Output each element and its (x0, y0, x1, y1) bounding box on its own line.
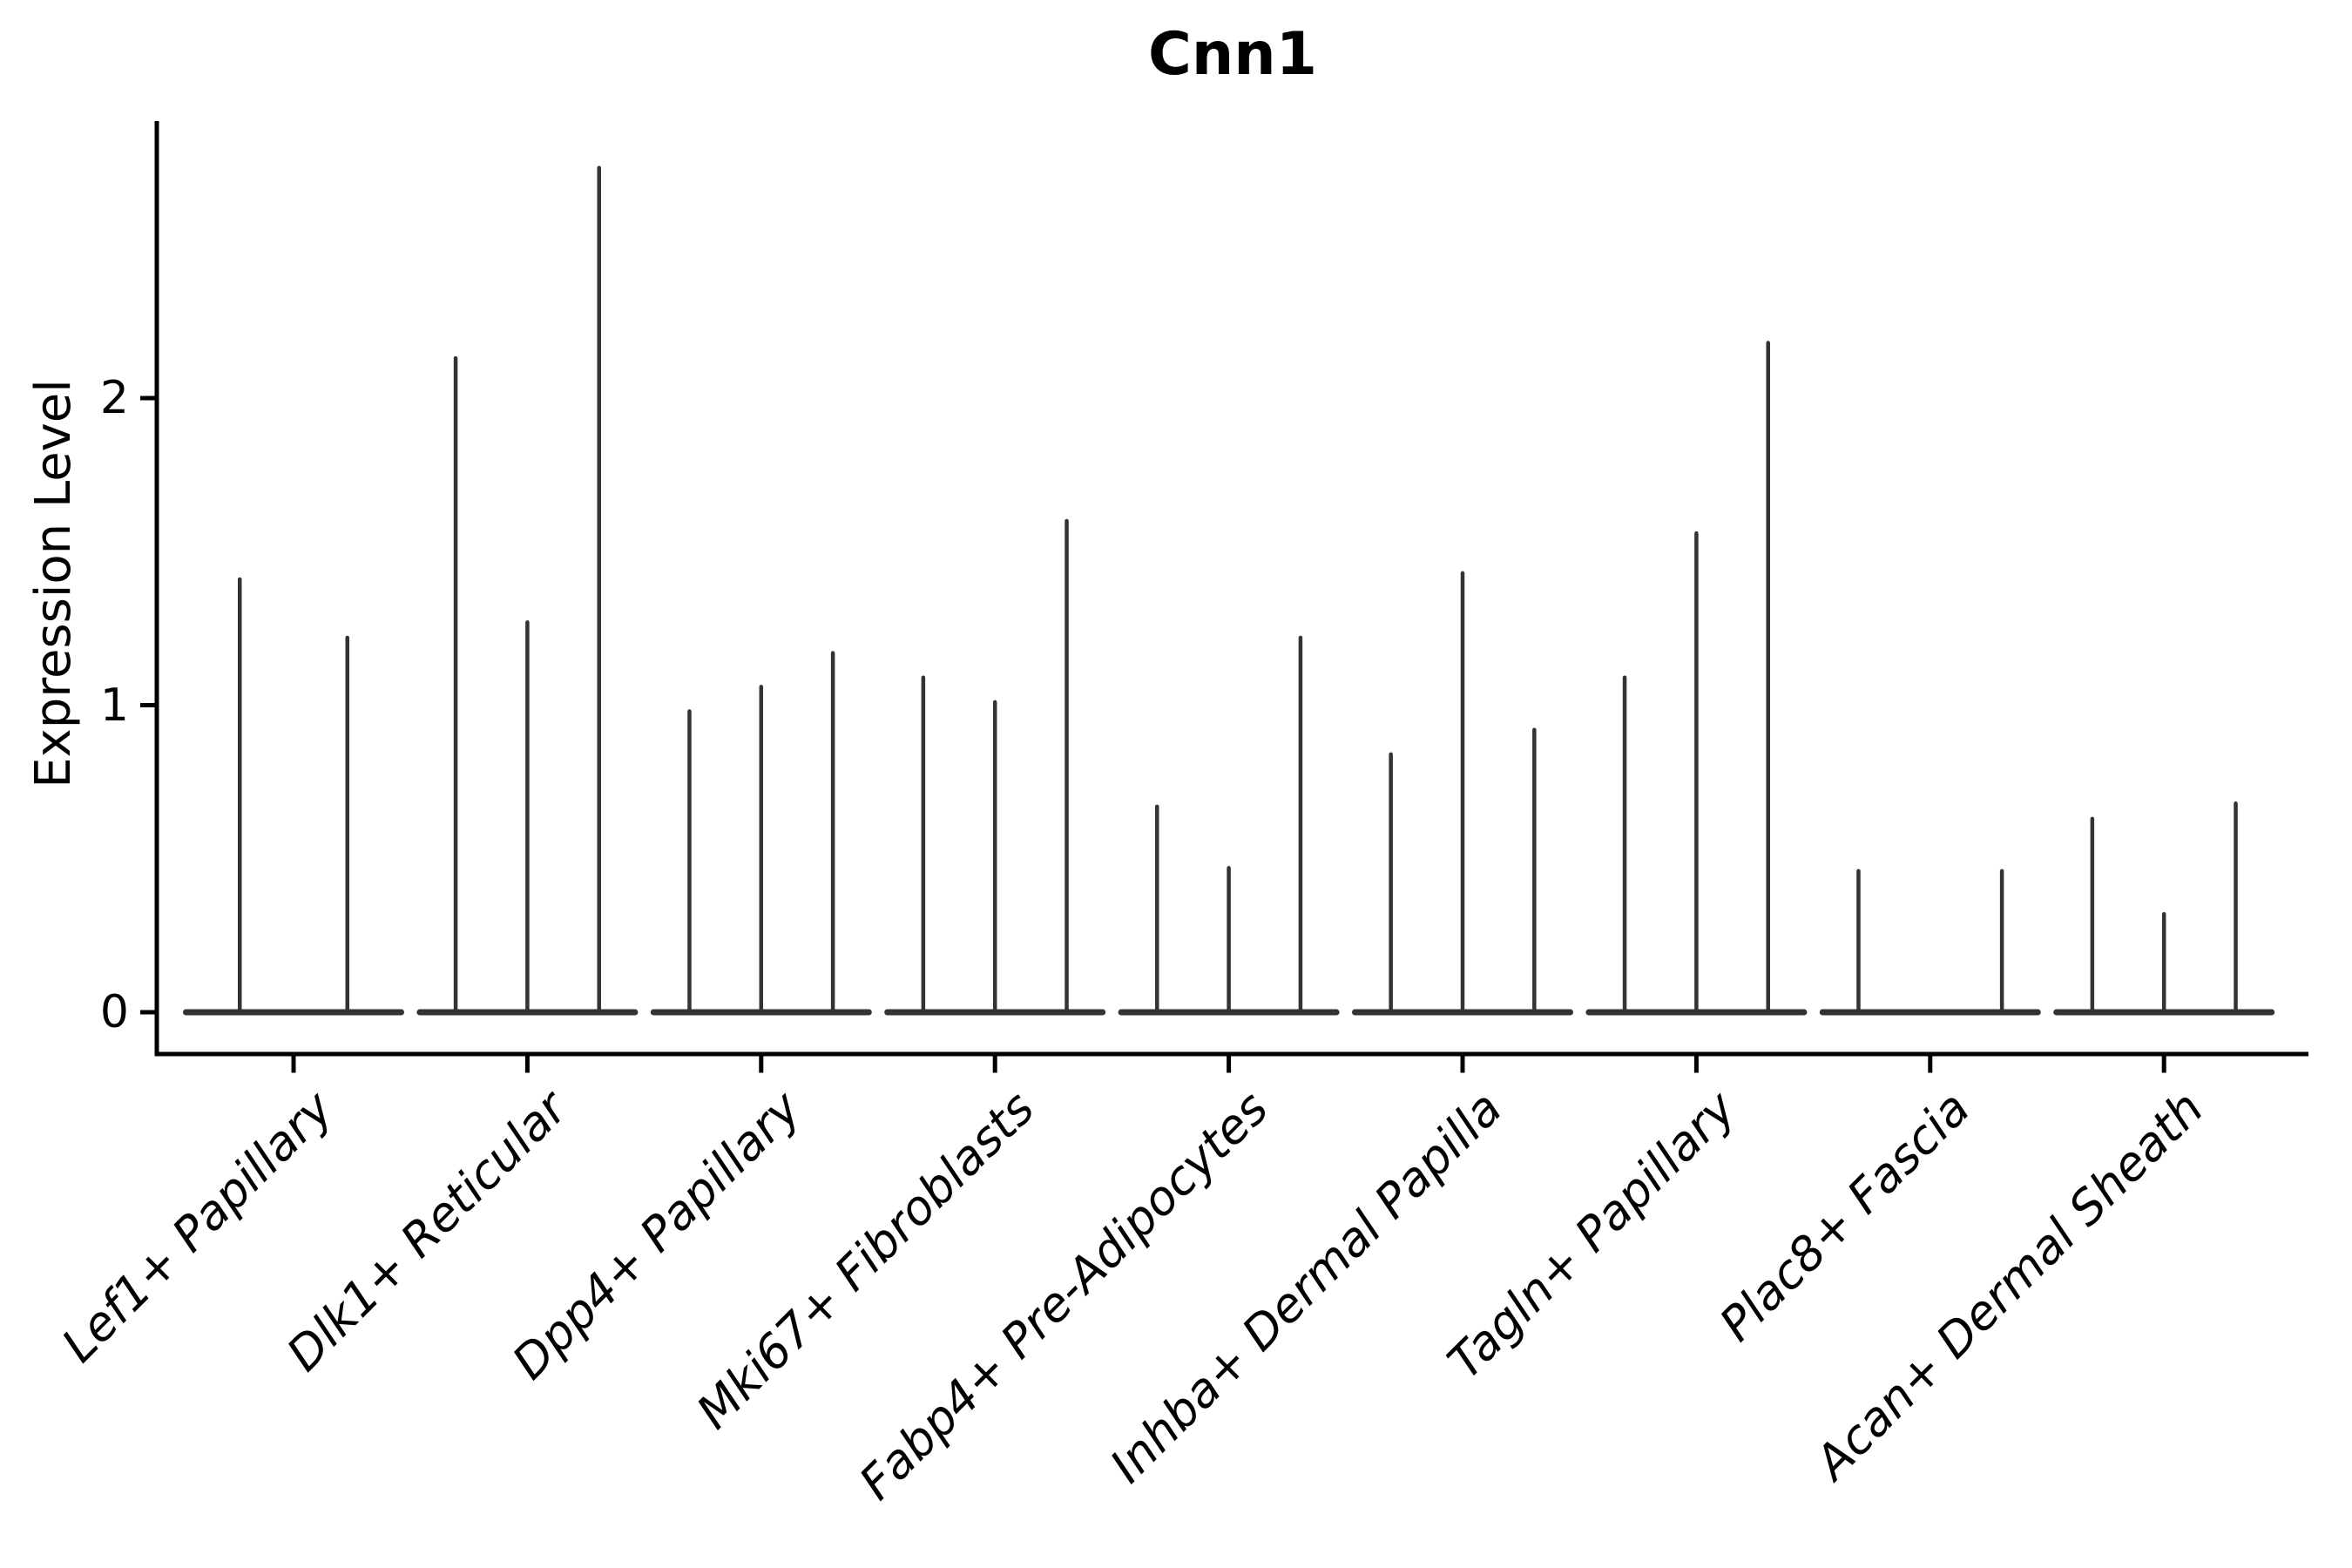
y-tick-label: 2 (99, 372, 129, 424)
chart-title: Cnn1 (1147, 20, 1318, 89)
y-tick-label: 0 (99, 986, 129, 1038)
y-axis-label: Expression Level (25, 379, 82, 788)
y-tick-label: 1 (99, 679, 129, 732)
